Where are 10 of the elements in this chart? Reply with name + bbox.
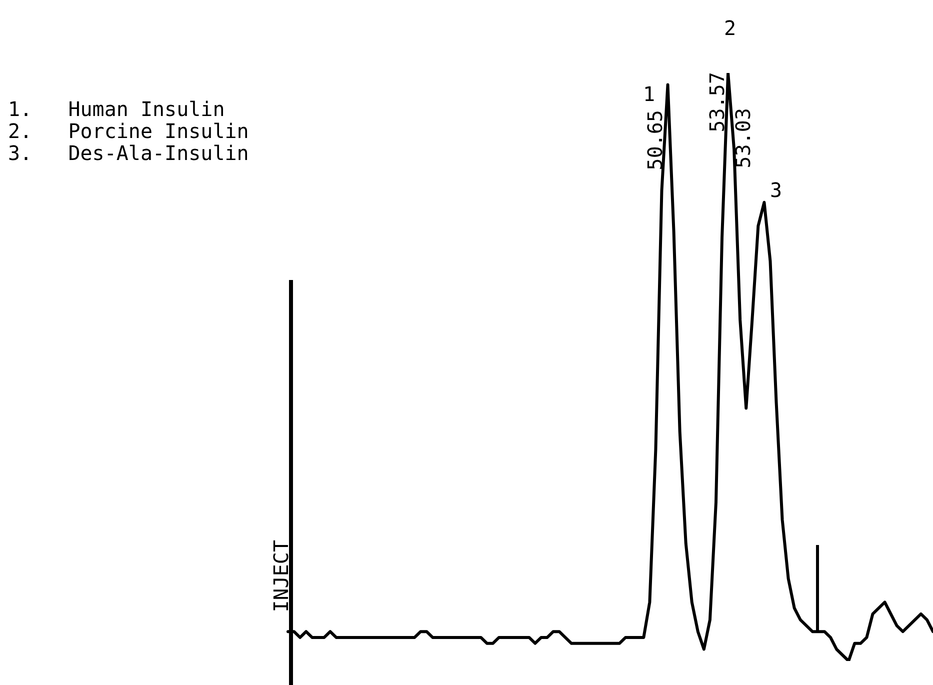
annotation: INJECT <box>269 540 294 612</box>
annotation: 1 <box>642 82 656 106</box>
annotation: 53.03 <box>731 108 756 168</box>
annotation: 3 <box>770 178 782 202</box>
text: 2. Porcine Insulin <box>8 119 249 144</box>
text: 2 <box>724 16 736 40</box>
text: 3. Des-Ala-Insulin <box>8 141 249 166</box>
annotation: 50.65 <box>643 110 668 170</box>
text: 1. Human Insulin <box>8 97 225 122</box>
annotation: 53.57 <box>705 72 730 132</box>
